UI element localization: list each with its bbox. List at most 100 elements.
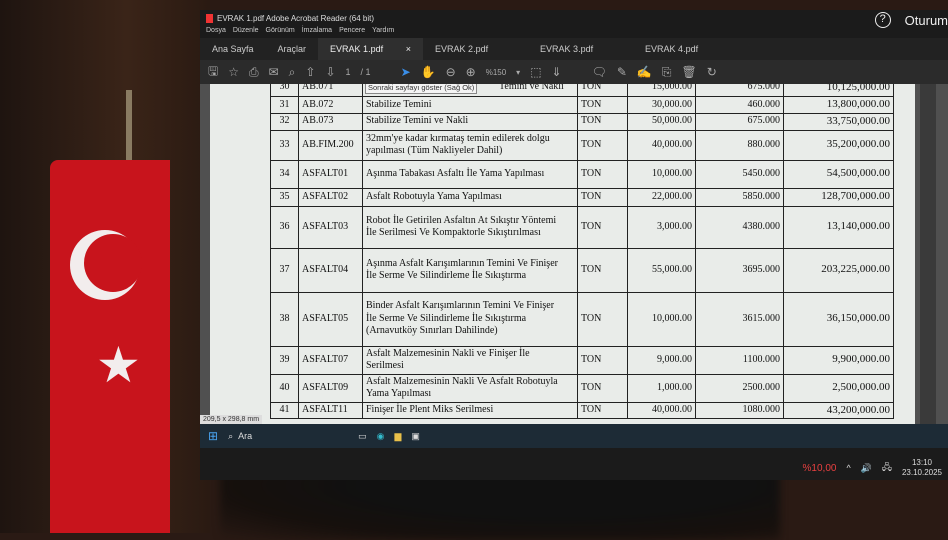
bookmark-star-icon[interactable]: ☆	[228, 65, 239, 79]
delete-icon[interactable]: 🗑	[681, 65, 697, 79]
zoom-level-dropdown[interactable]: %150	[485, 67, 507, 77]
cell-unit: TON	[577, 159, 628, 189]
flag-pole	[126, 90, 132, 170]
menu-help[interactable]: Yardım	[372, 27, 395, 34]
file-explorer-icon[interactable]: ▆	[394, 430, 402, 441]
cell-qty: 10,000.00	[627, 291, 696, 347]
task-view-icon[interactable]: ▭	[358, 430, 367, 441]
tab-close-icon[interactable]: ×	[405, 44, 412, 54]
comment-icon[interactable]: 🗨	[591, 65, 607, 79]
tab-evrak-2[interactable]: EVRAK 2.pdf	[435, 44, 489, 54]
network-icon[interactable]: 🖧	[881, 462, 892, 473]
cell-total: 54,500,000.00	[783, 159, 894, 189]
table-row: 33 AB.FIM.200 32mm'ye kadar kırmataş temin…	[270, 129, 894, 161]
search-icon[interactable]: ⌕	[288, 64, 296, 79]
fill-sign-icon[interactable]: ✍	[636, 65, 652, 79]
table-row: 30 AB.071 Temini ve Nakli TON 15,000.00 675.0…	[270, 84, 894, 97]
table-row: 40 ASFALT09 Asfalt Malzemesinin Nakli Ve A…	[270, 373, 894, 403]
pdf-page: 30 AB.071 Temini ve Nakli TON 15,000.00 675.0…	[210, 84, 915, 424]
cell-no: 34	[270, 159, 299, 189]
menu-sign[interactable]: İmzalama	[301, 27, 333, 34]
cell-no: 37	[270, 247, 299, 293]
cell-price: 460.000	[695, 96, 784, 114]
tab-tools[interactable]: Araçlar	[277, 44, 307, 54]
menu-edit[interactable]: Düzenle	[232, 27, 259, 34]
store-icon[interactable]: ▣	[411, 430, 420, 441]
cell-code: ASFALT02	[298, 187, 363, 207]
cell-price: 3695.000	[695, 247, 784, 293]
vertical-scrollbar[interactable]	[920, 84, 936, 424]
tab-label: EVRAK 1.pdf	[330, 44, 384, 54]
email-icon[interactable]: ✉	[268, 65, 279, 79]
scroll-mode-icon[interactable]: ⇓	[551, 65, 562, 79]
fit-page-icon[interactable]: ⬚	[530, 65, 542, 79]
menu-window[interactable]: Pencere	[339, 27, 366, 34]
cell-desc: Asfalt Malzemesinin Nakli ve Finişer İle…	[362, 345, 578, 375]
cell-price: 675.000	[695, 112, 784, 131]
highlight-pen-icon[interactable]: ✎	[616, 65, 627, 79]
chevron-down-icon[interactable]: ▾	[516, 67, 521, 77]
stamp-icon[interactable]: ⎘	[661, 64, 672, 79]
document-view: 30 AB.071 Temini ve Nakli TON 15,000.00 675.0…	[200, 84, 948, 424]
sign-in-button[interactable]: Oturum	[904, 12, 948, 28]
cell-qty: 55,000.00	[627, 247, 696, 293]
edge-icon[interactable]: ◉	[376, 430, 385, 441]
cell-code: ASFALT01	[298, 159, 363, 189]
clock[interactable]: 13:10 23.10.2025	[902, 458, 942, 479]
page-number-input[interactable]: 1	[345, 67, 351, 77]
table-row: 38 ASFALT05 Binder Asfalt Karışımlarının T…	[270, 291, 894, 347]
cell-unit: TON	[577, 401, 628, 420]
cell-total: 203,225,000.00	[783, 247, 894, 293]
table-row: 39 ASFALT07 Asfalt Malzemesinin Nakli ve F…	[270, 345, 894, 375]
cell-code: ASFALT04	[298, 247, 363, 293]
volume-icon[interactable]: 🔊	[860, 462, 872, 473]
table-row: 41 ASFALT11 Finişer İle Plent Miks Serilme…	[270, 401, 894, 420]
cell-no: 33	[270, 129, 299, 161]
tooltip: Sonraki sayfayı göster (Sağ Ok)	[365, 84, 478, 94]
show-hidden-icons-icon[interactable]: ^	[846, 463, 851, 474]
cell-price: 3615.000	[695, 291, 784, 347]
tab-evrak-3[interactable]: EVRAK 3.pdf	[540, 44, 594, 54]
cell-unit: TON	[577, 205, 628, 249]
cell-no: 35	[270, 187, 299, 207]
cell-unit: TON	[577, 84, 628, 97]
tab-home[interactable]: Ana Sayfa	[212, 44, 254, 54]
rotate-icon[interactable]: ↻	[706, 65, 717, 79]
cell-desc: Binder Asfalt Karışımlarının Temini Ve F…	[362, 291, 578, 347]
search-label: Ara	[238, 430, 253, 441]
cell-total: 13,140,000.00	[783, 205, 894, 249]
zoom-out-icon[interactable]: ⊖	[445, 65, 456, 79]
cell-desc: Finişer İle Plent Miks Serilmesi	[362, 401, 578, 420]
cell-qty: 30,000.00	[627, 96, 696, 114]
tab-evrak-1[interactable]: EVRAK 1.pdf ×	[318, 38, 424, 60]
page-size-label: 209,5 x 298,8 mm	[200, 415, 263, 424]
table-row: 31 AB.072 Stabilize Temini TON 30,000.00 460.…	[270, 96, 894, 114]
cell-unit: TON	[577, 373, 628, 403]
table-row: 32 AB.073 Stabilize Temini ve Nakli TON 50,0…	[270, 112, 894, 131]
zoom-in-icon[interactable]: ⊕	[465, 65, 476, 79]
taskbar-search[interactable]: ⌕ Ara	[228, 431, 348, 442]
cell-desc: Robot İle Getirilen Asfaltın At Sıkıştır…	[362, 205, 578, 249]
tab-bar: Ana Sayfa Araçlar EVRAK 1.pdf × EVRAK 2.p…	[200, 38, 948, 60]
cell-total: 13,800,000.00	[783, 96, 894, 114]
print-icon[interactable]: ⎙	[249, 64, 259, 79]
cell-price: 5450.000	[695, 159, 784, 189]
menu-file[interactable]: Dosya	[206, 27, 226, 34]
next-page-icon[interactable]: ⇩	[325, 65, 336, 79]
hand-tool-icon[interactable]: ✋	[420, 65, 436, 79]
cell-no: 39	[270, 345, 299, 375]
cell-qty: 50,000.00	[627, 112, 696, 131]
windows-start-icon[interactable]: ⊞	[208, 429, 219, 443]
cell-total: 9,900,000.00	[783, 345, 894, 375]
previous-page-icon[interactable]: ⇧	[305, 65, 316, 79]
cell-code: ASFALT03	[298, 205, 363, 249]
cell-no: 30	[270, 84, 299, 97]
select-cursor-icon[interactable]: ➤	[400, 65, 411, 79]
help-icon[interactable]: ?	[874, 12, 891, 28]
cell-code: AB.071	[298, 84, 363, 97]
menu-view[interactable]: Görünüm	[265, 27, 295, 34]
table-row: 37 ASFALT04 Aşınma Asfalt Karışımlarının T…	[270, 247, 894, 293]
save-icon[interactable]: 🖫	[208, 63, 219, 78]
tab-evrak-4[interactable]: EVRAK 4.pdf	[645, 44, 699, 54]
cell-desc: Aşınma Tabakası Asfaltı İle Yama Yapılma…	[362, 159, 578, 189]
